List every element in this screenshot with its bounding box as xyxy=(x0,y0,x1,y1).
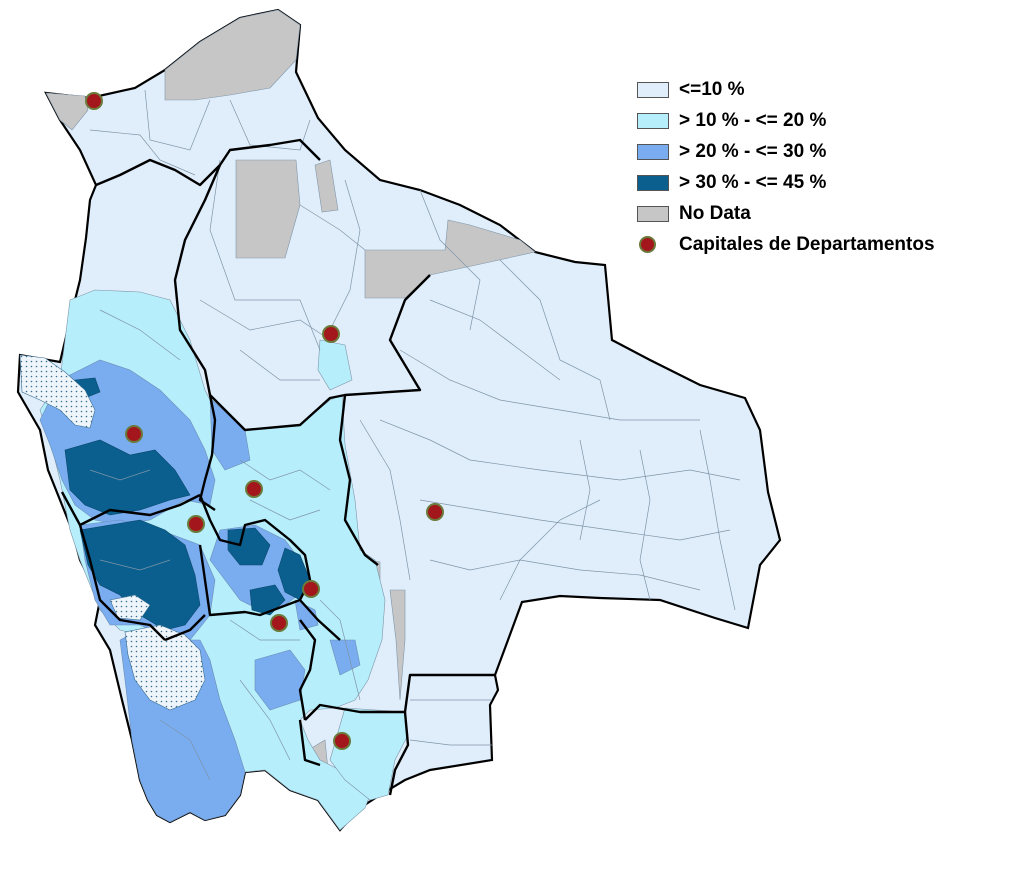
legend-symbol xyxy=(637,236,669,253)
legend-item-range-10-20: > 10 % - <= 20 % xyxy=(637,105,935,136)
capital-trinidad xyxy=(322,325,340,343)
legend-label: Capitales de Departamentos xyxy=(679,233,935,255)
municipal-boundaries xyxy=(89,89,741,781)
legend-item-range-20-30: > 20 % - <= 30 % xyxy=(637,136,935,167)
legend-swatch xyxy=(637,112,669,129)
department-borders xyxy=(60,138,495,796)
legend-item-range-0-10: <=10 % xyxy=(637,74,935,105)
legend-item-capitals: Capitales de Departamentos xyxy=(637,229,935,260)
capital-dot-icon xyxy=(639,236,656,253)
capital-tarija xyxy=(333,732,351,750)
legend-swatch xyxy=(637,174,669,191)
range-30-45-areas xyxy=(64,377,311,631)
legend-label: > 20 % - <= 30 % xyxy=(679,140,827,162)
capital-santa-cruz xyxy=(426,503,444,521)
legend-label: No Data xyxy=(679,202,751,224)
capital-sucre xyxy=(302,580,320,598)
department-capitals xyxy=(85,92,444,750)
capital-cobija xyxy=(85,92,103,110)
capital-cochabamba xyxy=(245,480,263,498)
legend-swatch xyxy=(637,143,669,160)
capital-la-paz xyxy=(125,425,143,443)
legend-swatch xyxy=(637,81,669,98)
capital-potosi xyxy=(270,614,288,632)
map-legend: <=10 % > 10 % - <= 20 % > 20 % - <= 30 %… xyxy=(637,74,935,260)
legend-item-range-30-45: > 30 % - <= 45 % xyxy=(637,167,935,198)
dotted-areas xyxy=(19,354,206,711)
legend-label: <=10 % xyxy=(679,78,745,100)
legend-label: > 10 % - <= 20 % xyxy=(679,109,827,131)
legend-label: > 30 % - <= 45 % xyxy=(679,171,827,193)
legend-item-no-data: No Data xyxy=(637,198,935,229)
capital-oruro xyxy=(187,515,205,533)
legend-swatch xyxy=(637,205,669,222)
